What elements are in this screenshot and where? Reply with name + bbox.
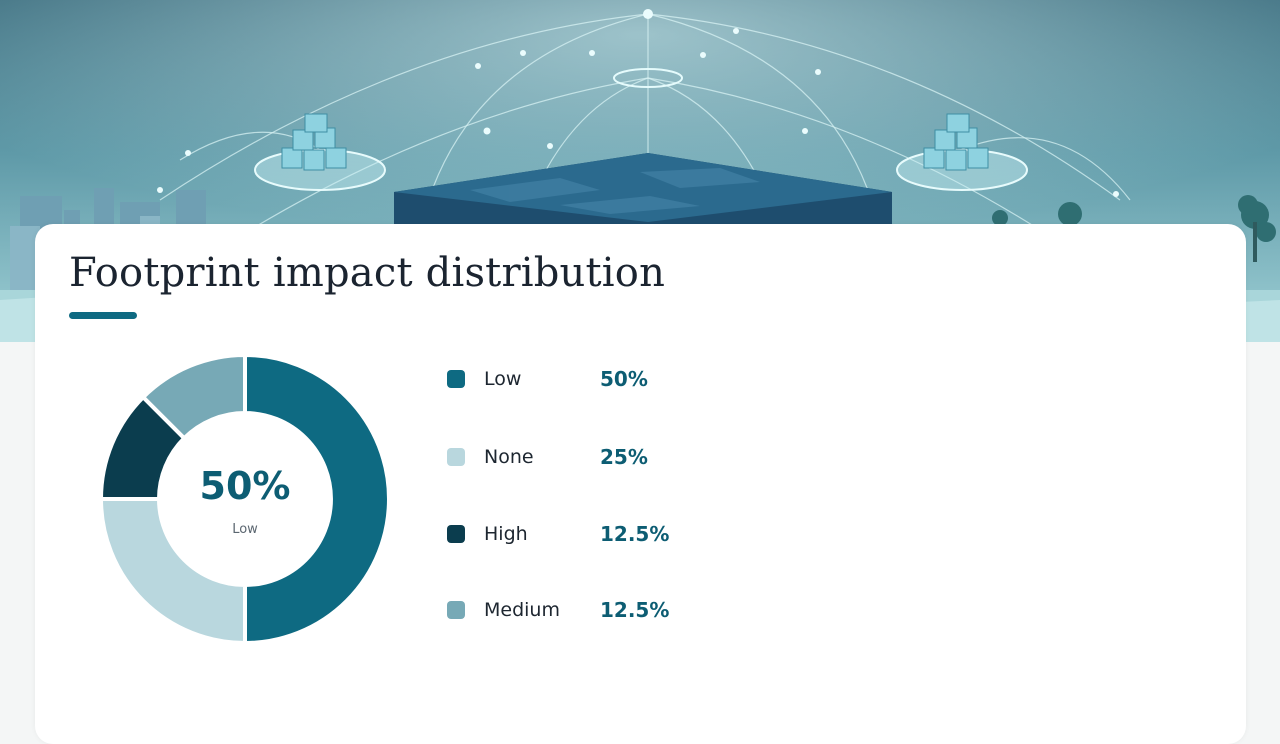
- legend-swatch: [447, 370, 465, 388]
- legend-label: Low: [484, 368, 522, 390]
- donut-slice-medium: [140, 352, 247, 442]
- legend-item-high: High 12.5%: [447, 519, 747, 549]
- donut-slice-low: [243, 352, 391, 646]
- chart-title: Footprint impact distribution: [69, 250, 666, 296]
- title-underline: [69, 312, 137, 319]
- legend-item-medium: Medium 12.5%: [447, 595, 747, 625]
- legend-value: 12.5%: [600, 598, 670, 622]
- legend-label: None: [484, 446, 534, 468]
- legend-label: High: [484, 523, 528, 545]
- donut-slice-none: [98, 497, 247, 646]
- legend-value: 25%: [600, 445, 648, 469]
- legend-item-low: Low 50%: [447, 364, 747, 394]
- legend-swatch: [447, 448, 465, 466]
- donut-center-value: 50%: [199, 464, 291, 508]
- donut-chart: [98, 352, 391, 646]
- legend-swatch: [447, 601, 465, 619]
- legend-value: 50%: [600, 367, 648, 391]
- legend-item-none: None 25%: [447, 442, 747, 472]
- donut-center-label: Low: [232, 522, 258, 537]
- legend-swatch: [447, 525, 465, 543]
- legend-label: Medium: [484, 599, 560, 621]
- chart-card: Footprint impact distribution 50% Low Lo…: [35, 224, 1246, 744]
- legend-value: 12.5%: [600, 522, 670, 546]
